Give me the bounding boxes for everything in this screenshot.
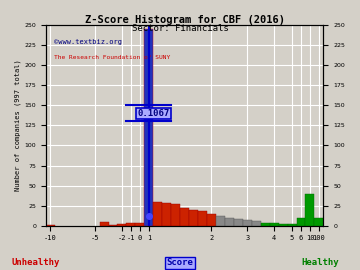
Bar — [180, 208, 189, 226]
Bar — [100, 222, 109, 226]
Bar — [162, 203, 171, 226]
Bar — [261, 222, 270, 226]
Bar — [135, 223, 144, 226]
Bar — [297, 218, 306, 226]
Bar — [207, 214, 216, 226]
Bar — [126, 222, 135, 226]
Bar — [288, 224, 297, 226]
Bar — [109, 225, 117, 226]
Bar — [234, 218, 243, 226]
Text: ©www.textbiz.org: ©www.textbiz.org — [54, 39, 122, 45]
Bar — [243, 220, 252, 226]
Bar — [270, 223, 279, 226]
Text: The Research Foundation of SUNY: The Research Foundation of SUNY — [54, 55, 170, 60]
Text: Score: Score — [167, 258, 193, 267]
Bar — [252, 221, 261, 226]
Bar — [171, 204, 180, 226]
Text: 0.1067: 0.1067 — [137, 109, 170, 118]
Text: Healthy: Healthy — [302, 258, 339, 267]
Title: Z-Score Histogram for CBF (2016): Z-Score Histogram for CBF (2016) — [85, 15, 285, 25]
Text: Sector: Financials: Sector: Financials — [132, 24, 228, 33]
Bar — [279, 224, 288, 226]
Y-axis label: Number of companies (997 total): Number of companies (997 total) — [15, 59, 22, 191]
Bar — [153, 202, 162, 226]
Bar — [117, 224, 126, 226]
Bar — [216, 216, 225, 226]
Bar — [198, 211, 207, 226]
Bar — [189, 210, 198, 226]
Bar — [46, 225, 55, 226]
Bar — [225, 218, 234, 226]
Text: Unhealthy: Unhealthy — [12, 258, 60, 267]
Bar — [314, 218, 323, 226]
Bar — [144, 29, 153, 226]
Bar — [306, 194, 314, 226]
